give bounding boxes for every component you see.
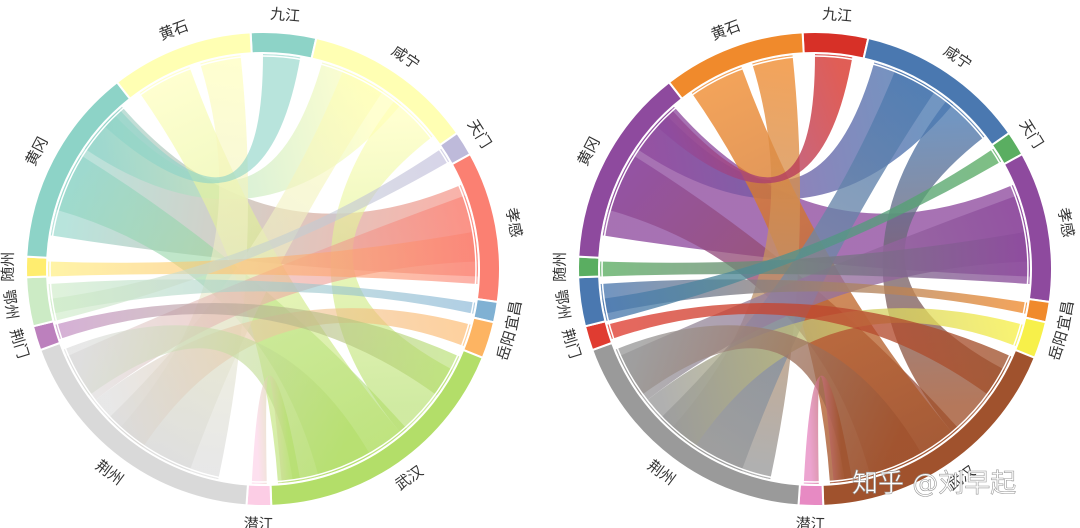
segment-label: 孝感: [502, 206, 525, 239]
segment-label: 荆门: [6, 327, 32, 361]
chord-ribbon: [50, 148, 450, 322]
chord-ribbon: [55, 303, 460, 396]
inner-ring: [49, 55, 477, 483]
segment-label: 咸宁: [388, 42, 423, 74]
segment-label: 孝感: [1054, 206, 1077, 239]
segment-arc: [667, 31, 805, 101]
segment-arc: [801, 31, 870, 60]
segment-label: 荆州: [644, 456, 679, 488]
inner-ring: [601, 55, 1029, 483]
segment-label: 黄冈: [22, 134, 52, 169]
segment-label: 咸宁: [940, 42, 975, 74]
segment-label: 黄石: [156, 16, 190, 43]
chord-ribbon: [48, 231, 479, 284]
chord-ribbon: [607, 303, 1012, 396]
chord-ribbon: [655, 54, 853, 184]
segment-label: 鄂州: [0, 288, 21, 320]
segment-label: 天门: [1016, 116, 1047, 151]
segment-label: 随州: [551, 252, 569, 282]
segment-label: 荆州: [92, 456, 127, 488]
segment-label: 武汉: [392, 462, 427, 494]
segment-arc: [577, 255, 601, 279]
segment-label: 天门: [464, 116, 495, 151]
segment-arc: [245, 483, 273, 507]
segment-label: 岳阳: [493, 329, 519, 363]
segment-label: 潜江: [795, 515, 825, 528]
chord-ribbon: [602, 148, 1002, 322]
segment-label: 岳阳: [1045, 329, 1071, 363]
segment-label: 九江: [821, 5, 852, 26]
chord-ribbon: [103, 54, 301, 184]
segment-label: 荆门: [558, 327, 584, 361]
chord-ribbon: [251, 375, 301, 484]
segment-label: 鄂州: [551, 288, 573, 320]
segment-label: 九江: [269, 5, 300, 26]
segment-label: 黄石: [708, 16, 742, 43]
watermark-text: 知乎 @刘早起: [852, 469, 1016, 499]
segment-arc: [797, 483, 825, 507]
chord-ribbon: [600, 231, 1030, 284]
ribbon-group: [48, 54, 479, 484]
segment-label: 宜昌: [1054, 299, 1077, 332]
chord-ribbon: [615, 325, 923, 482]
chord-ribbon: [645, 308, 1023, 448]
chord-ribbon: [803, 375, 853, 484]
segment-arc: [249, 31, 318, 60]
segment-label: 随州: [0, 252, 17, 282]
segment-arc: [25, 255, 49, 279]
chord-ribbon: [63, 325, 371, 482]
segment-arc: [115, 31, 253, 101]
chord-ribbon: [93, 308, 471, 448]
segment-label: 潜江: [243, 515, 273, 528]
segment-label: 黄冈: [574, 134, 604, 169]
ribbon-group: [600, 54, 1030, 484]
segment-label: 宜昌: [502, 299, 525, 332]
